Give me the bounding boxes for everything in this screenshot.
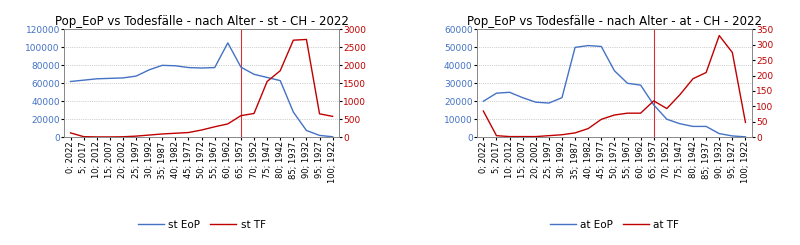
Legend: at EoP, at TF: at EoP, at TF <box>546 216 683 234</box>
Title: Pop_EoP vs Todesfälle - nach Alter - at - CH - 2022: Pop_EoP vs Todesfälle - nach Alter - at … <box>467 15 762 28</box>
Legend: st EoP, st TF: st EoP, st TF <box>134 216 270 234</box>
Title: Pop_EoP vs Todesfälle - nach Alter - st - CH - 2022: Pop_EoP vs Todesfälle - nach Alter - st … <box>54 15 349 28</box>
